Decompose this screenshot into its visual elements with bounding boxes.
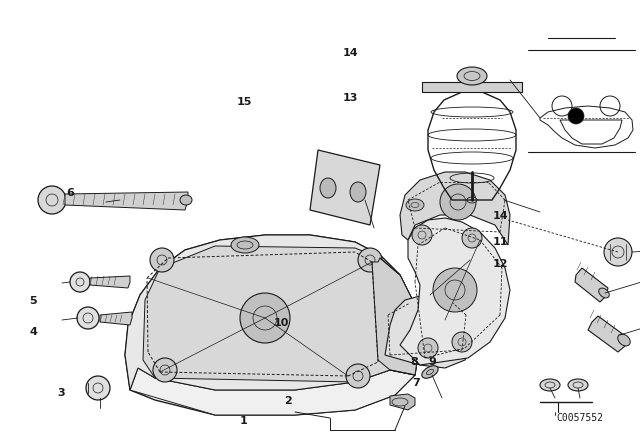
- Text: 14: 14: [493, 211, 508, 221]
- Ellipse shape: [231, 237, 259, 253]
- Circle shape: [462, 228, 482, 248]
- Text: 5: 5: [29, 296, 37, 306]
- Polygon shape: [65, 192, 188, 210]
- Ellipse shape: [180, 195, 192, 205]
- Ellipse shape: [568, 379, 588, 391]
- Polygon shape: [400, 172, 510, 245]
- Ellipse shape: [406, 199, 424, 211]
- Circle shape: [150, 248, 174, 272]
- Polygon shape: [400, 218, 510, 365]
- Ellipse shape: [599, 288, 609, 298]
- Polygon shape: [100, 312, 132, 325]
- Circle shape: [70, 272, 90, 292]
- Text: 15: 15: [237, 97, 252, 107]
- Polygon shape: [575, 268, 608, 302]
- Text: 7: 7: [412, 378, 420, 388]
- Text: 6: 6: [67, 188, 74, 198]
- Text: 12: 12: [493, 259, 508, 269]
- Circle shape: [604, 238, 632, 266]
- Polygon shape: [310, 150, 380, 225]
- Circle shape: [346, 364, 370, 388]
- Text: 3: 3: [57, 388, 65, 398]
- Ellipse shape: [540, 379, 560, 391]
- Polygon shape: [130, 368, 415, 415]
- Polygon shape: [143, 246, 390, 382]
- Text: 11: 11: [493, 237, 508, 247]
- Ellipse shape: [457, 67, 487, 85]
- Ellipse shape: [467, 197, 477, 203]
- Circle shape: [452, 332, 472, 352]
- Circle shape: [240, 293, 290, 343]
- Polygon shape: [390, 394, 415, 410]
- Text: 2: 2: [284, 396, 292, 406]
- Ellipse shape: [320, 178, 336, 198]
- Text: 14: 14: [343, 48, 358, 58]
- Polygon shape: [385, 296, 475, 368]
- Text: C0057552: C0057552: [557, 413, 604, 423]
- Circle shape: [38, 186, 66, 214]
- Polygon shape: [422, 82, 522, 92]
- Text: 8: 8: [411, 357, 419, 367]
- Text: 9: 9: [429, 357, 436, 367]
- Ellipse shape: [422, 366, 438, 378]
- Circle shape: [418, 338, 438, 358]
- Text: 1: 1: [239, 416, 247, 426]
- Circle shape: [433, 268, 477, 312]
- Circle shape: [86, 376, 110, 400]
- Polygon shape: [588, 316, 628, 352]
- Polygon shape: [125, 235, 420, 390]
- Text: 4: 4: [29, 327, 37, 336]
- Circle shape: [153, 358, 177, 382]
- Text: 13: 13: [343, 93, 358, 103]
- Circle shape: [412, 225, 432, 245]
- Circle shape: [77, 307, 99, 329]
- Circle shape: [568, 108, 584, 124]
- Circle shape: [440, 184, 476, 220]
- Polygon shape: [372, 258, 420, 375]
- Ellipse shape: [618, 334, 630, 346]
- Ellipse shape: [350, 182, 366, 202]
- Circle shape: [358, 248, 382, 272]
- Text: 10: 10: [274, 318, 289, 327]
- Polygon shape: [90, 276, 130, 288]
